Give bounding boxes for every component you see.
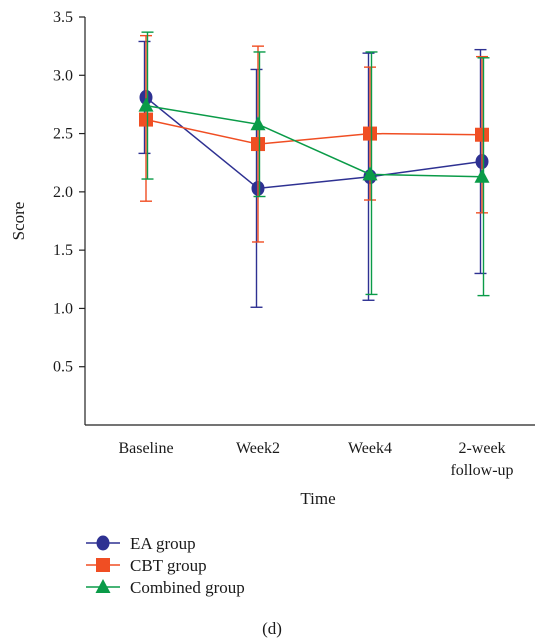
x-tick-label: Baseline bbox=[118, 440, 173, 457]
x-ticks: Baseline Week2 Week4 2-week follow-up bbox=[118, 440, 513, 479]
data-point bbox=[363, 126, 377, 141]
y-tick-label: 2.5 bbox=[53, 126, 73, 143]
legend-item: Combined group bbox=[86, 578, 245, 597]
legend-item: CBT group bbox=[86, 556, 207, 575]
y-tick-label: 1.5 bbox=[53, 242, 73, 259]
data-point bbox=[475, 127, 489, 142]
legend: EA group CBT group Combined group bbox=[86, 534, 245, 597]
data-point bbox=[138, 97, 154, 112]
x-tick-label: 2-week bbox=[458, 440, 505, 457]
data-point bbox=[474, 168, 490, 183]
y-tick-label: 3.5 bbox=[53, 9, 73, 26]
x-axis-title: Time bbox=[300, 489, 335, 508]
y-ticks: 0.5 1.0 1.5 2.0 2.5 3.0 3.5 bbox=[53, 9, 85, 376]
axes bbox=[84, 17, 535, 426]
y-tick-label: 0.5 bbox=[53, 359, 73, 376]
series-combined-group bbox=[138, 31, 490, 297]
data-point bbox=[250, 116, 266, 131]
series-cbt-group bbox=[139, 34, 489, 243]
series-line bbox=[145, 118, 483, 145]
series-ea-group bbox=[138, 40, 489, 308]
series-layer bbox=[138, 31, 490, 308]
x-tick-label: Week2 bbox=[236, 440, 280, 457]
data-point bbox=[139, 112, 153, 127]
y-axis-title: Score bbox=[9, 202, 28, 241]
y-tick-label: 2.0 bbox=[53, 184, 73, 201]
series-line bbox=[145, 96, 483, 190]
panel-caption: (d) bbox=[262, 619, 282, 638]
legend-marker bbox=[96, 535, 110, 551]
legend-label: EA group bbox=[130, 534, 196, 553]
legend-label: Combined group bbox=[130, 578, 245, 597]
legend-marker bbox=[96, 558, 110, 572]
x-tick-label: Week4 bbox=[348, 440, 392, 457]
y-tick-label: 3.0 bbox=[53, 67, 73, 84]
legend-marker bbox=[95, 579, 111, 593]
legend-label: CBT group bbox=[130, 556, 207, 575]
series-line bbox=[145, 104, 483, 178]
legend-item: EA group bbox=[86, 534, 196, 553]
data-point bbox=[251, 137, 265, 152]
y-tick-label: 1.0 bbox=[53, 300, 73, 317]
x-tick-label: follow-up bbox=[450, 462, 513, 479]
data-point bbox=[362, 166, 378, 181]
